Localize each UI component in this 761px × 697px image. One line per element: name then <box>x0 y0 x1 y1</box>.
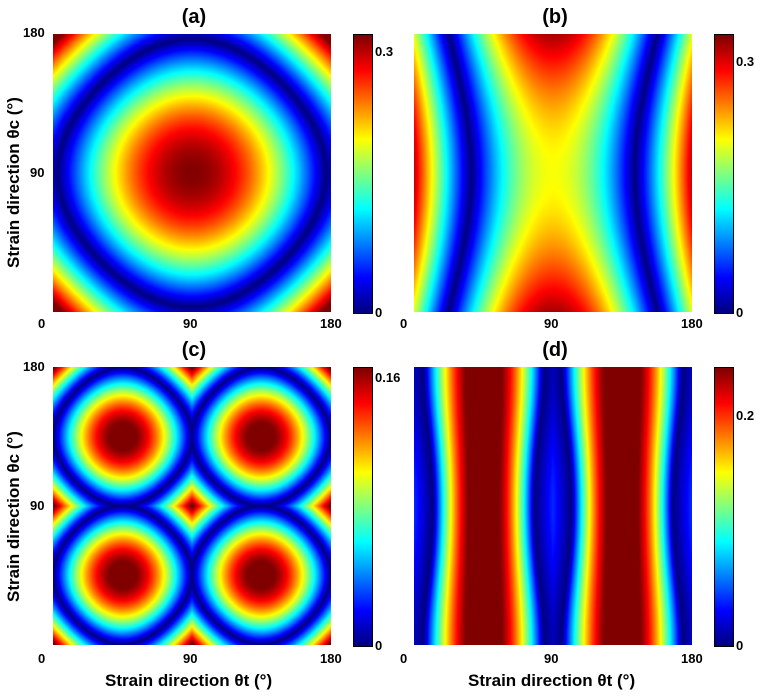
xtick-b-180: 180 <box>681 316 703 331</box>
panel-title-b: (b) <box>542 6 568 28</box>
colorbar-d-tick-zero: 0 <box>736 638 744 653</box>
colorbar-c <box>353 367 373 647</box>
heatmap-a <box>53 34 331 312</box>
ylabel-top: Strain direction θc (°) <box>4 97 23 268</box>
colorbar-a <box>353 34 373 314</box>
xtick-a-90: 90 <box>183 316 198 331</box>
colorbar-d-tick-max: 0.2 <box>736 408 755 423</box>
colorbar-b-tick-zero: 0 <box>736 305 744 320</box>
colorbar-d <box>714 367 734 647</box>
colorbar-c-tick-zero: 0 <box>375 638 383 653</box>
ylabel-bottom: Strain direction θc (°) <box>4 431 23 602</box>
xtick-c-180: 180 <box>320 651 342 666</box>
xtick-d-90: 90 <box>544 651 559 666</box>
heatmap-c <box>53 367 331 645</box>
ytick-c-90: 90 <box>30 498 45 513</box>
xtick-a-0: 0 <box>38 316 46 331</box>
colorbar-a-tick-max: 0.3 <box>375 44 394 59</box>
ytick-a-180: 180 <box>23 25 45 40</box>
panel-title-a: (a) <box>181 6 207 28</box>
colorbar-b-tick-max: 0.3 <box>736 54 755 69</box>
heatmap-d <box>414 367 692 645</box>
xtick-d-0: 0 <box>400 651 408 666</box>
colorbar-a-tick-zero: 0 <box>375 305 383 320</box>
panel-title-d: (d) <box>542 339 568 361</box>
xlabel-right: Strain direction θt (°) <box>468 671 636 690</box>
ytick-a-90: 90 <box>30 165 45 180</box>
panel-title-c: (c) <box>181 339 207 361</box>
colorbar-c-tick-max: 0.16 <box>375 370 401 385</box>
xlabel-left: Strain direction θt (°) <box>105 671 273 690</box>
colorbar-b <box>714 34 734 314</box>
xtick-a-180: 180 <box>320 316 342 331</box>
ytick-c-180: 180 <box>23 359 45 374</box>
xtick-d-180: 180 <box>681 651 703 666</box>
heatmap-b <box>414 34 692 312</box>
xtick-b-90: 90 <box>544 316 559 331</box>
xtick-c-90: 90 <box>183 651 198 666</box>
xtick-b-0: 0 <box>400 316 408 331</box>
xtick-c-0: 0 <box>38 651 46 666</box>
